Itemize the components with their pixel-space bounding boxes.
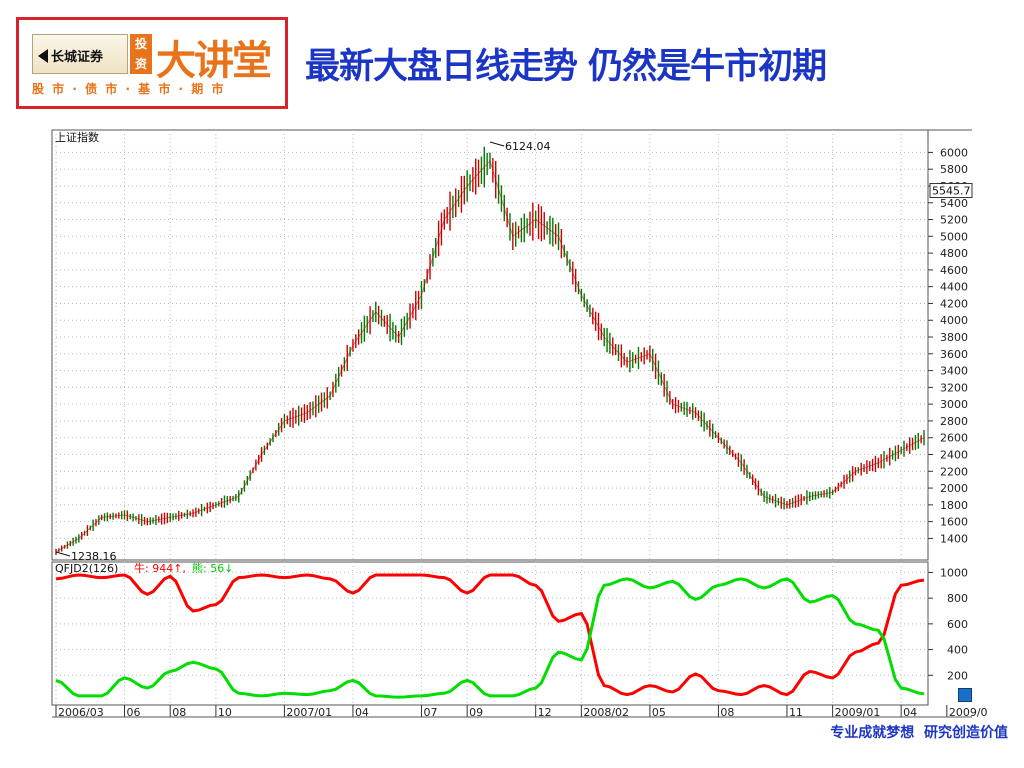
- main-tick-label: 1800: [940, 499, 968, 512]
- time-tick-label: 08: [720, 706, 734, 719]
- indicator-title: QFJD2(126): [55, 562, 118, 575]
- time-tick-label: 10: [218, 706, 232, 719]
- main-tick-label: 2800: [940, 415, 968, 428]
- main-tick-label: 4800: [940, 247, 968, 260]
- time-tick-label: 2006/03: [58, 706, 104, 719]
- main-tick-label: 3600: [940, 348, 968, 361]
- main-panel-frame: [51, 129, 929, 561]
- main-tick-label: 5200: [940, 214, 968, 227]
- main-tick-label: 6000: [940, 146, 968, 159]
- logo-subtitle: 股 市 · 债 市 · 基 市 · 期 市: [32, 82, 226, 96]
- invest-tag: 投资: [130, 34, 152, 74]
- main-tick-label: 5000: [940, 230, 968, 243]
- indicator-legend-1: 熊: 56↓: [192, 561, 233, 575]
- scroll-button[interactable]: [958, 688, 972, 702]
- time-tick-label: 2009/01: [835, 706, 881, 719]
- indicator-tick-label: 800: [947, 592, 968, 605]
- time-tick-label: 06: [127, 706, 141, 719]
- page-title: 最新大盘日线走势 仍然是牛市初期: [305, 46, 827, 87]
- main-tick-label: 3800: [940, 331, 968, 344]
- main-tick-label: 4400: [940, 281, 968, 294]
- current-value-label: 5545.7: [932, 185, 971, 198]
- main-tick-label: 4200: [940, 297, 968, 310]
- annotation-pointer: [489, 141, 505, 147]
- main-tick-label: 3200: [940, 381, 968, 394]
- annotation-label-0: 6124.04: [505, 140, 551, 153]
- indicator-series-熊: [55, 577, 925, 699]
- indicator-tick-label: 200: [947, 669, 968, 682]
- annotation-pointer: [55, 551, 71, 557]
- time-tick-label: 2009/0: [949, 706, 988, 719]
- main-chart-title: 上证指数: [55, 130, 99, 144]
- logo: 长城证券 投资 大讲堂 股 市 · 债 市 · 基 市 · 期 市: [16, 17, 288, 109]
- main-tick-label: 1400: [940, 532, 968, 545]
- main-tick-label: 3400: [940, 365, 968, 378]
- main-tick-label: 4600: [940, 264, 968, 277]
- main-tick-label: 4000: [940, 314, 968, 327]
- time-tick-label: 2008/02: [583, 706, 629, 719]
- time-tick-label: 12: [538, 706, 552, 719]
- time-tick-label: 09: [469, 706, 483, 719]
- main-tick-label: 5800: [940, 163, 968, 176]
- main-tick-label: 3000: [940, 398, 968, 411]
- logo-title: 大讲堂: [156, 38, 272, 84]
- indicator-tick-label: 600: [947, 618, 968, 631]
- time-tick-label: 04: [355, 706, 369, 719]
- main-tick-label: 2000: [940, 482, 968, 495]
- indicator-tick-label: 1000: [940, 566, 968, 579]
- time-tick-label: 11: [789, 706, 803, 719]
- time-tick-label: 04: [903, 706, 917, 719]
- time-tick-label: 08: [172, 706, 186, 719]
- brand-mark-icon: [38, 49, 48, 63]
- price-line: [55, 160, 925, 553]
- main-tick-label: 2200: [940, 465, 968, 478]
- brand-badge: 长城证券: [32, 34, 128, 74]
- main-tick-label: 5400: [940, 197, 968, 210]
- current-value-box: [929, 183, 973, 199]
- time-tick-label: 05: [652, 706, 666, 719]
- time-tick-label: 07: [423, 706, 437, 719]
- indicator-series-牛: [55, 573, 925, 697]
- indicator-panel-frame: [51, 561, 929, 706]
- brand-name: 长城证券: [51, 50, 104, 65]
- indicator-legend-0: 牛: 944↑,: [134, 561, 186, 575]
- time-tick-label: 2007/01: [286, 706, 332, 719]
- main-tick-label: 1600: [940, 516, 968, 529]
- main-tick-label: 2600: [940, 432, 968, 445]
- main-tick-label: 2400: [940, 449, 968, 462]
- slogan: 专业成就梦想 研究创造价值: [830, 725, 1008, 741]
- indicator-tick-label: 400: [947, 644, 968, 657]
- annotation-label-1: 1238.16: [71, 550, 117, 563]
